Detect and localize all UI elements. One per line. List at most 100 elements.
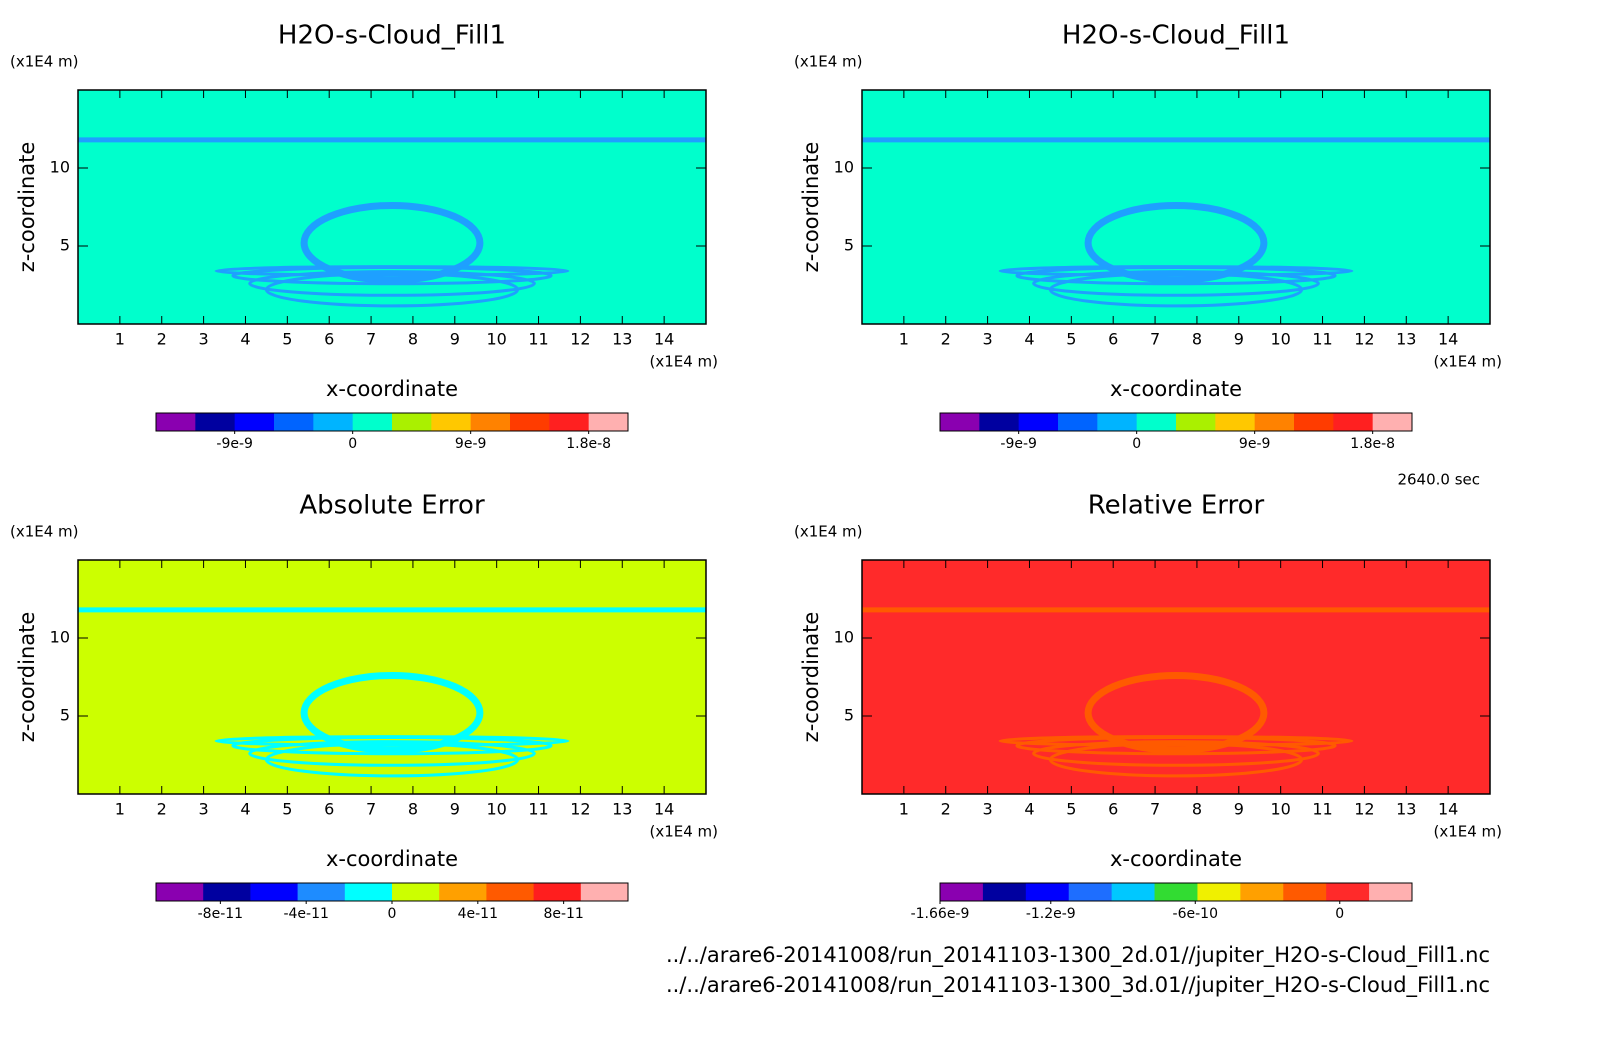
colorbar-tick-label: -8e-11 xyxy=(198,906,243,922)
colorbar-segment xyxy=(1240,883,1284,901)
colorbar-segment xyxy=(1326,883,1370,901)
contour-feature xyxy=(1032,270,1320,297)
colorbar-segment xyxy=(1025,883,1070,901)
x-tick-label: 2 xyxy=(941,330,951,349)
colorbar-segment xyxy=(1254,413,1295,431)
colorbar-segment xyxy=(1283,883,1327,901)
x-tick-label: 1 xyxy=(899,330,909,349)
x-tick-label: 10 xyxy=(486,330,506,349)
y-tick-label: 10 xyxy=(834,158,854,177)
x-tick-label: 4 xyxy=(240,330,250,349)
x-tick-label: 8 xyxy=(1192,330,1202,349)
contour-feature xyxy=(264,741,520,778)
panel-title: Relative Error xyxy=(1088,491,1265,521)
colorbar-tick-label: 4e-11 xyxy=(458,906,498,922)
file-path: ../../arare6-20141008/run_20141103-1300_… xyxy=(666,943,1490,968)
y-tick-label: 10 xyxy=(50,158,70,177)
colorbar-segment xyxy=(274,413,314,431)
x-tick-label: 11 xyxy=(528,800,548,819)
colorbar-segment xyxy=(510,413,550,431)
x-tick-label: 1 xyxy=(899,800,909,819)
y-unit: (x1E4 m) xyxy=(794,53,863,71)
x-tick-label: 2 xyxy=(157,330,167,349)
colorbar-tick-label: 8e-11 xyxy=(543,906,583,922)
x-tick-label: 10 xyxy=(486,800,506,819)
colorbar-tick-label: -1.2e-9 xyxy=(1026,906,1076,922)
x-unit: (x1E4 m) xyxy=(1433,823,1502,841)
colorbar-segment xyxy=(470,413,511,431)
colorbar-segment xyxy=(297,883,346,901)
x-tick-label: 8 xyxy=(1192,800,1202,819)
x-tick-label: 12 xyxy=(1354,800,1374,819)
y-tick-label: 10 xyxy=(50,628,70,647)
colorbar-segment xyxy=(1369,883,1413,901)
contour-feature xyxy=(1032,740,1320,767)
panel-title: H2O-s-Cloud_Fill1 xyxy=(278,21,506,51)
colorbar-segment xyxy=(439,883,487,901)
colorbar-segment xyxy=(486,883,535,901)
x-tick-label: 9 xyxy=(1234,330,1244,349)
colorbar-segment xyxy=(156,413,196,431)
x-tick-label: 6 xyxy=(1108,800,1118,819)
colorbar-segment xyxy=(352,413,393,431)
colorbar-segment xyxy=(1068,883,1113,901)
colorbar-segment xyxy=(1197,883,1241,901)
y-unit: (x1E4 m) xyxy=(794,523,863,541)
contour-feature xyxy=(231,266,553,286)
x-tick-label: 13 xyxy=(1396,800,1416,819)
colorbar-segment xyxy=(344,883,393,901)
colorbar-segment xyxy=(1111,883,1156,901)
contour-feature xyxy=(248,740,536,767)
x-tick-label: 1 xyxy=(115,330,125,349)
x-tick-label: 7 xyxy=(1150,330,1160,349)
colorbar-segment xyxy=(203,883,251,901)
x-tick-label: 7 xyxy=(366,800,376,819)
contour-feature xyxy=(300,201,484,284)
x-tick-label: 11 xyxy=(528,330,548,349)
colorbar-segment xyxy=(982,883,1027,901)
plot-frame xyxy=(77,559,707,795)
x-tick-label: 4 xyxy=(1024,800,1034,819)
x-tick-label: 14 xyxy=(654,800,674,819)
x-tick-label: 8 xyxy=(408,330,418,349)
colorbar-segment xyxy=(940,883,984,901)
x-axis-label: x-coordinate xyxy=(1110,377,1242,401)
x-tick-label: 9 xyxy=(1234,800,1244,819)
x-tick-label: 2 xyxy=(157,800,167,819)
x-tick-label: 9 xyxy=(450,800,460,819)
colorbar-segment xyxy=(549,413,590,431)
x-tick-label: 10 xyxy=(1270,800,1290,819)
colorbar-tick-label: -9e-9 xyxy=(1000,436,1037,452)
x-axis-label: x-coordinate xyxy=(326,847,458,871)
contour-feature xyxy=(1048,741,1304,778)
colorbar-segment xyxy=(580,883,629,901)
colorbar-tick-label: -4e-11 xyxy=(283,906,328,922)
contour-feature xyxy=(231,736,553,756)
x-tick-label: 6 xyxy=(324,800,334,819)
y-axis-label: z-coordinate xyxy=(799,612,823,743)
x-tick-label: 13 xyxy=(612,800,632,819)
x-tick-label: 1 xyxy=(115,800,125,819)
colorbar-segment xyxy=(979,413,1020,431)
colorbar-segment xyxy=(392,883,440,901)
x-tick-label: 13 xyxy=(612,330,632,349)
colorbar-segment xyxy=(1097,413,1138,431)
colorbar-tick-label: -6e-10 xyxy=(1173,906,1218,922)
colorbar-segment xyxy=(313,413,354,431)
x-tick-label: 11 xyxy=(1312,800,1332,819)
colorbar-segment xyxy=(1333,413,1374,431)
colorbar-segment xyxy=(392,413,432,431)
x-tick-label: 4 xyxy=(240,800,250,819)
file-path: ../../arare6-20141008/run_20141103-1300_… xyxy=(666,973,1490,998)
x-tick-label: 3 xyxy=(199,330,209,349)
contour-features xyxy=(78,607,706,778)
colorbar-tick-label: 1.8e-8 xyxy=(566,436,611,452)
x-tick-label: 9 xyxy=(450,330,460,349)
y-axis-label: z-coordinate xyxy=(799,142,823,273)
y-unit: (x1E4 m) xyxy=(10,53,79,71)
colorbar-tick-label: 1.8e-8 xyxy=(1350,436,1395,452)
x-tick-label: 7 xyxy=(1150,800,1160,819)
x-tick-label: 14 xyxy=(1438,330,1458,349)
x-tick-label: 14 xyxy=(1438,800,1458,819)
